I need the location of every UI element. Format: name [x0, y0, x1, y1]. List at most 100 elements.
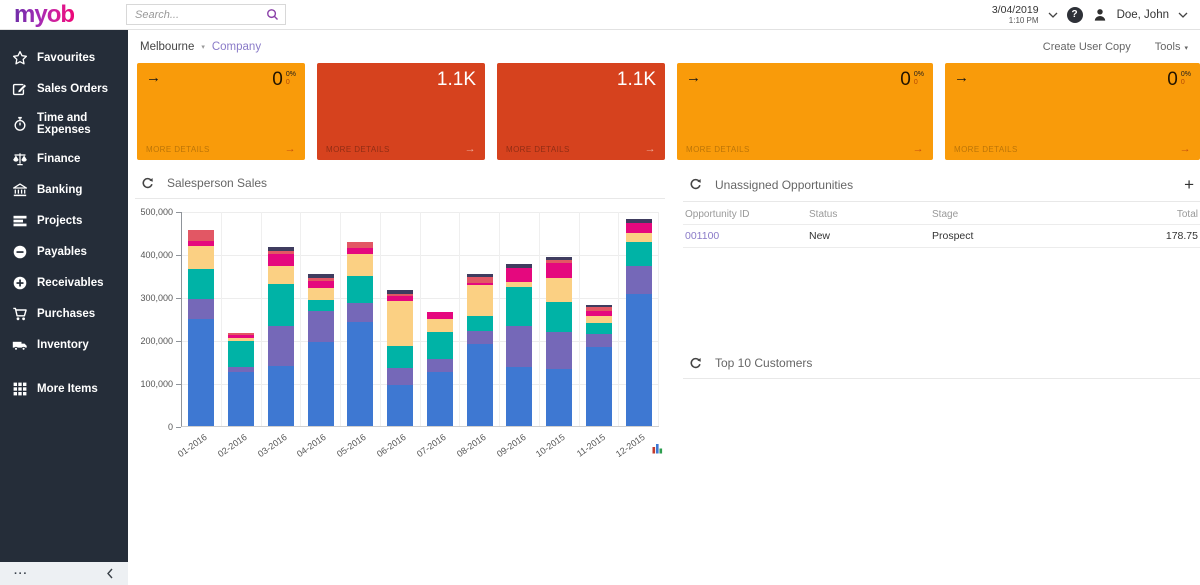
stacked-bar[interactable] — [228, 333, 255, 426]
segment-blue — [585, 346, 612, 426]
search-input[interactable] — [133, 7, 267, 22]
arrow-right-icon[interactable]: → — [284, 143, 296, 155]
create-user-copy-button[interactable]: Create User Copy — [1042, 40, 1131, 53]
collapse-sidebar-icon[interactable] — [106, 568, 114, 579]
breadcrumb-page[interactable]: Company — [211, 40, 262, 53]
sidebar-item-receivables[interactable]: Receivables — [0, 267, 128, 298]
add-opportunity-icon[interactable]: + — [1184, 175, 1194, 194]
kpi-card-5[interactable]: → 0 0% 0 MORE DETAILS → — [945, 63, 1200, 160]
scales-icon — [13, 152, 27, 165]
sidebar-item-finance[interactable]: Finance — [0, 143, 128, 174]
arrow-right-icon[interactable]: → — [464, 143, 476, 155]
ellipsis-menu-icon[interactable]: ··· — [14, 567, 28, 580]
x-axis-label: 08-2016 — [454, 432, 488, 460]
chart-category — [500, 212, 540, 426]
help-icon[interactable]: ? — [1066, 6, 1083, 23]
main-area: Favourites Sales Orders Time and Expense… — [0, 30, 1200, 585]
truck-icon — [12, 341, 27, 351]
segment-purple — [426, 358, 453, 372]
sidebar-item-purchases[interactable]: Purchases — [0, 298, 128, 329]
stacked-bar[interactable] — [466, 273, 493, 426]
chart-category — [301, 212, 341, 426]
segment-rose — [307, 278, 334, 282]
sidebar-item-favourites[interactable]: Favourites — [0, 42, 128, 73]
user-icon[interactable] — [1092, 7, 1108, 23]
y-axis-tick — [176, 255, 181, 256]
sidebar-item-time-and-expenses[interactable]: Time and Expenses — [0, 104, 128, 143]
content-area: Melbourne ▾ Company Create User Copy Too… — [128, 30, 1200, 585]
column-header: Total — [1176, 209, 1198, 220]
user-chevron-down-icon[interactable] — [1178, 12, 1188, 18]
table-row[interactable]: 001100 New Prospect 178.75 — [683, 225, 1200, 248]
tools-menu-button[interactable]: Tools ▾ — [1154, 40, 1188, 53]
kpi-card-3[interactable]: 1.1K MORE DETAILS → — [497, 63, 665, 160]
breadcrumb-caret-icon[interactable]: ▾ — [201, 43, 205, 51]
stacked-bar[interactable] — [625, 219, 652, 426]
stacked-bar[interactable] — [585, 304, 612, 426]
refresh-icon[interactable] — [689, 178, 702, 191]
kpi-card-4[interactable]: → 0 0% 0 MORE DETAILS → — [677, 63, 933, 160]
segment-blue — [466, 344, 493, 426]
stacked-bar[interactable] — [267, 247, 294, 426]
sidebar-item-sales-orders[interactable]: Sales Orders — [0, 73, 128, 104]
segment-teal — [506, 287, 533, 326]
segment-navy — [585, 304, 612, 307]
segment-rose — [585, 306, 612, 311]
y-axis-tick — [176, 212, 181, 213]
segment-blue — [228, 372, 255, 426]
stacked-bar[interactable] — [387, 289, 414, 426]
chart-category — [381, 212, 421, 426]
segment-amber — [466, 285, 493, 317]
sidebar-item-payables[interactable]: Payables — [0, 236, 128, 267]
stacked-bar[interactable] — [188, 229, 215, 426]
kpi-value: 0 — [1167, 69, 1178, 90]
chart-category — [341, 212, 381, 426]
kpi-card-2[interactable]: 1.1K MORE DETAILS → — [317, 63, 485, 160]
cart-icon — [13, 307, 27, 320]
arrow-right-icon[interactable]: → — [146, 69, 161, 86]
sidebar-item-projects[interactable]: Projects — [0, 205, 128, 236]
segment-amber — [267, 266, 294, 285]
date-chevron-down-icon[interactable] — [1048, 12, 1058, 18]
arrow-right-icon[interactable]: → — [912, 143, 924, 155]
stacked-bar[interactable] — [546, 256, 573, 426]
unassigned-opportunities-panel: Unassigned Opportunities + Opportunity I… — [683, 174, 1200, 248]
segment-magenta — [466, 283, 493, 285]
arrow-right-icon[interactable]: → — [1179, 143, 1191, 155]
refresh-icon[interactable] — [141, 177, 154, 190]
segment-purple — [188, 299, 215, 319]
stacked-bar[interactable] — [307, 273, 334, 426]
column-header: Opportunity ID — [685, 209, 750, 220]
more-details-link[interactable]: MORE DETAILS — [146, 145, 210, 154]
arrow-right-icon[interactable]: → — [954, 69, 969, 86]
top-header: myob 3/04/2019 1:10 PM ? Doe, John — [0, 0, 1200, 30]
y-axis-label: 500,000 — [140, 207, 173, 217]
more-details-link[interactable]: MORE DETAILS — [954, 145, 1018, 154]
toolbar: Melbourne ▾ Company Create User Copy Too… — [128, 30, 1200, 63]
segment-navy — [625, 219, 652, 224]
opportunity-stage: Prospect — [932, 230, 974, 242]
sidebar-item-inventory[interactable]: Inventory — [0, 329, 128, 360]
opportunity-id-link[interactable]: 001100 — [685, 230, 720, 242]
stacked-bar[interactable] — [506, 263, 533, 426]
sidebar-item-more-items[interactable]: More Items — [0, 373, 128, 404]
search-box[interactable] — [126, 4, 287, 25]
kpi-sub-percent: 0% — [285, 71, 296, 78]
search-icon[interactable] — [266, 8, 279, 21]
stacked-bar[interactable] — [426, 312, 453, 426]
sidebar-item-banking[interactable]: Banking — [0, 174, 128, 205]
more-details-link[interactable]: MORE DETAILS — [326, 145, 390, 154]
kpi-card-1[interactable]: → 0 0% 0 MORE DETAILS → — [137, 63, 305, 160]
arrow-right-icon[interactable]: → — [686, 69, 701, 86]
more-details-link[interactable]: MORE DETAILS — [506, 145, 570, 154]
stacked-bar[interactable] — [347, 242, 374, 426]
more-details-link[interactable]: MORE DETAILS — [686, 145, 750, 154]
user-name[interactable]: Doe, John — [1116, 8, 1169, 21]
segment-purple — [506, 325, 533, 368]
chart-type-icon[interactable] — [652, 441, 663, 459]
breadcrumb-site[interactable]: Melbourne — [140, 40, 195, 53]
arrow-right-icon[interactable]: → — [644, 143, 656, 155]
refresh-icon[interactable] — [689, 357, 702, 370]
business-date[interactable]: 3/04/2019 1:10 PM — [991, 3, 1039, 25]
